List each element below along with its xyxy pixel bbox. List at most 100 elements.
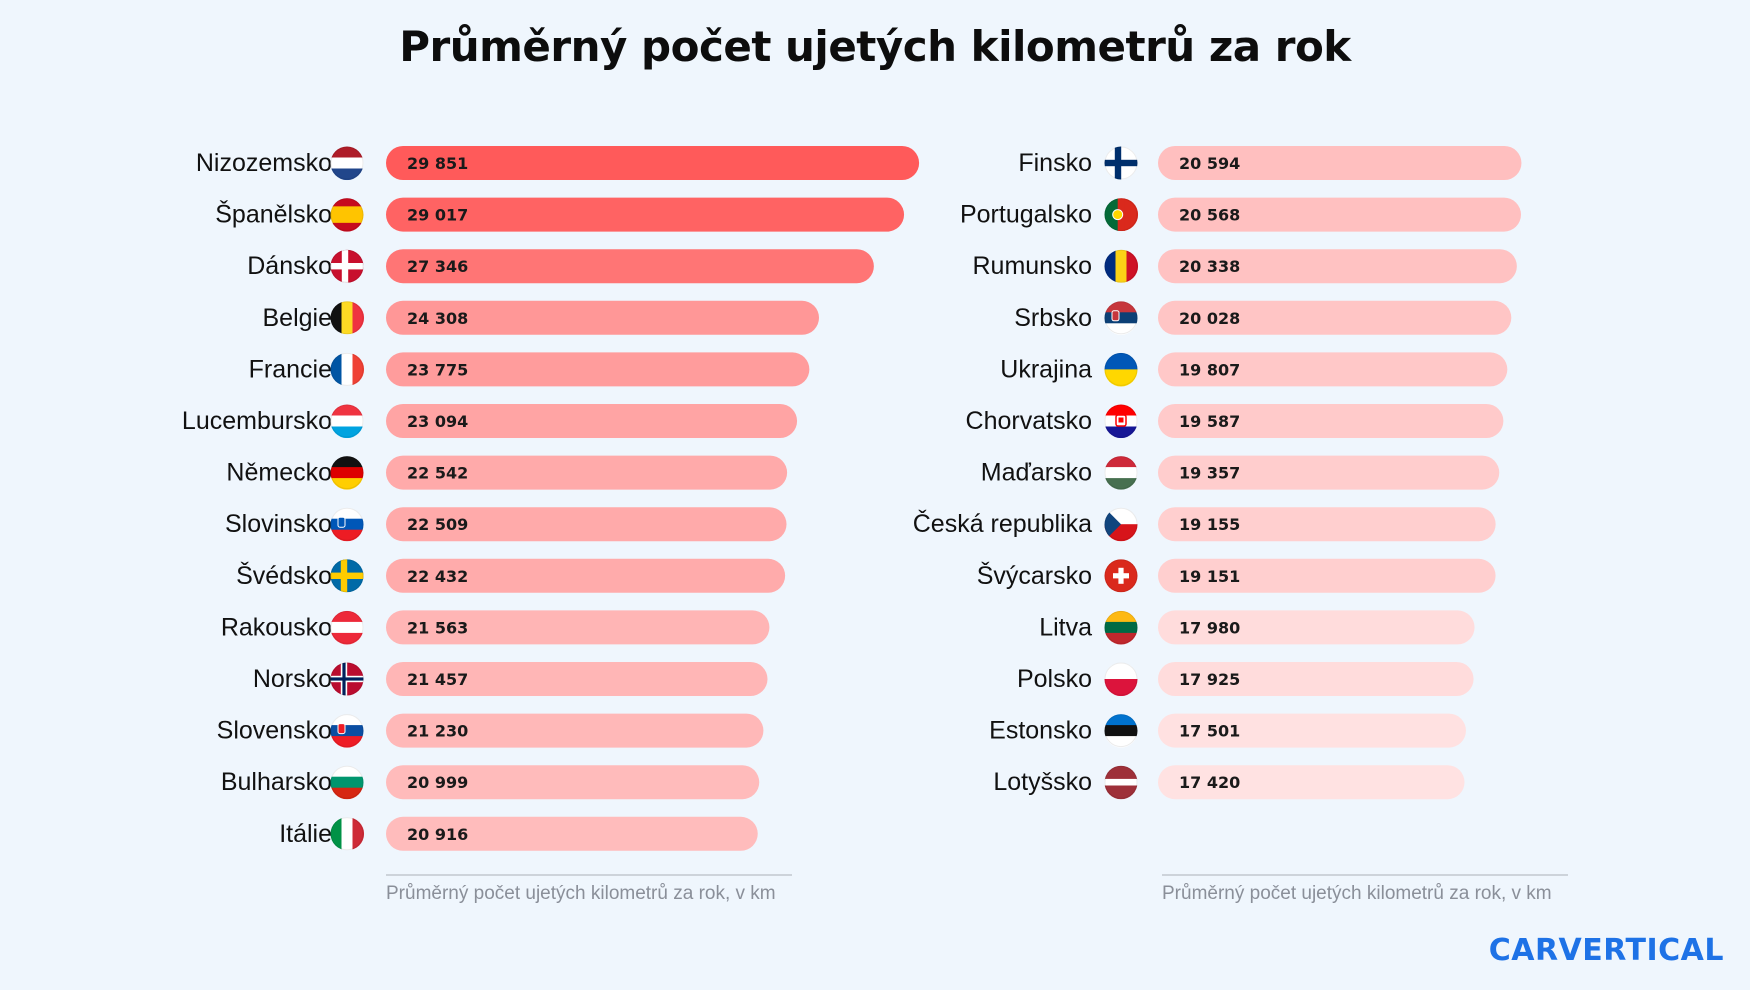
bar-row: Bulharsko 20 999 xyxy=(221,765,760,800)
value-label: 29 017 xyxy=(407,206,468,225)
flag-lithuania-icon xyxy=(1104,610,1138,645)
bar-row: Španělsko 29 017 xyxy=(215,197,905,232)
bar xyxy=(1158,352,1508,387)
value-label: 27 346 xyxy=(407,257,468,276)
flag-italy-icon xyxy=(330,817,365,851)
flag-luxembourg-icon xyxy=(330,404,364,439)
bar-row: Německo 22 542 xyxy=(226,455,788,490)
flag-slovakia-icon xyxy=(330,714,364,748)
bar-row: Švýcarsko 19 151 xyxy=(977,558,1496,593)
bar xyxy=(1158,610,1475,645)
bar xyxy=(386,558,786,593)
flag-netherlands-icon xyxy=(330,146,364,181)
country-label: Španělsko xyxy=(215,200,332,229)
flag-norway-icon xyxy=(330,662,364,696)
bar xyxy=(1158,404,1504,438)
value-label: 19 155 xyxy=(1179,515,1240,534)
bar-row: Maďarsko 19 357 xyxy=(981,455,1500,490)
bar xyxy=(1158,249,1517,284)
value-label: 21 457 xyxy=(407,670,468,689)
value-label: 23 094 xyxy=(407,412,468,431)
bar-row: Česká republika 19 155 xyxy=(913,507,1496,542)
flag-latvia-icon xyxy=(1104,765,1138,800)
value-label: 17 980 xyxy=(1179,618,1240,637)
bar xyxy=(386,146,920,180)
bar-row: Dánsko 27 346 xyxy=(247,249,874,284)
value-label: 23 775 xyxy=(407,360,468,379)
country-label: Estonsko xyxy=(989,717,1092,745)
bar-row: Lucembursko 23 094 xyxy=(182,404,798,439)
bar-row: Litva 17 980 xyxy=(1039,610,1475,645)
axis-caption: Průměrný počet ujetých kilometrů za rok,… xyxy=(1162,883,1552,904)
bar xyxy=(386,197,905,232)
flag-serbia-icon xyxy=(1104,301,1138,335)
bar-row: Itálie 20 916 xyxy=(279,816,758,851)
bar xyxy=(386,249,874,284)
flag-ukraine-icon xyxy=(1104,352,1138,387)
bar-row: Lotyšsko 17 420 xyxy=(993,765,1465,800)
country-label: Chorvatsko xyxy=(966,407,1092,435)
bar-row: Srbsko 20 028 xyxy=(1014,300,1512,335)
flag-finland-icon xyxy=(1104,146,1138,180)
bar-row: Polsko 17 925 xyxy=(1017,662,1474,697)
value-label: 19 587 xyxy=(1179,412,1240,431)
value-label: 21 563 xyxy=(407,618,468,637)
country-label: Švýcarsko xyxy=(977,561,1092,590)
bar xyxy=(1158,455,1500,490)
bar-row: Rakousko 21 563 xyxy=(221,610,770,645)
chart-title: Průměrný počet ujetých kilometrů za rok xyxy=(399,22,1351,71)
value-label: 22 542 xyxy=(407,464,468,483)
flag-france-icon xyxy=(330,352,365,386)
flag-portugal-icon xyxy=(1104,198,1139,232)
value-label: 22 509 xyxy=(407,515,468,534)
bar xyxy=(1158,300,1512,335)
bar-row: Belgie 24 308 xyxy=(263,300,820,335)
bar-row: Švédsko 22 432 xyxy=(236,558,786,593)
bar xyxy=(386,662,768,696)
value-label: 19 357 xyxy=(1179,464,1240,483)
country-label: Polsko xyxy=(1017,665,1092,693)
bar-row: Portugalsko 20 568 xyxy=(960,197,1521,232)
bar-row: Ukrajina 19 807 xyxy=(1000,352,1508,387)
flag-hungary-icon xyxy=(1104,456,1138,490)
flag-austria-icon xyxy=(330,610,364,645)
country-label: Lucembursko xyxy=(182,407,332,435)
country-label: Lotyšsko xyxy=(993,768,1092,796)
country-label: Ukrajina xyxy=(1000,355,1092,383)
value-label: 21 230 xyxy=(407,722,468,741)
bar xyxy=(1158,765,1465,800)
flag-romania-icon xyxy=(1104,249,1139,283)
chart-panel-right: Finsko 20 594 Portugalsko 20 568 Rumunsko 20 … xyxy=(913,146,1568,904)
value-label: 29 851 xyxy=(407,154,468,173)
country-label: Francie xyxy=(249,355,332,383)
axis-caption: Průměrný počet ujetých kilometrů za rok,… xyxy=(386,883,776,904)
bar xyxy=(386,713,764,748)
country-label: Bulharsko xyxy=(221,768,332,796)
bar xyxy=(386,610,770,645)
value-label: 17 925 xyxy=(1179,670,1240,689)
value-label: 20 338 xyxy=(1179,257,1240,276)
value-label: 19 151 xyxy=(1179,567,1240,586)
bar xyxy=(386,765,760,800)
country-label: Rakousko xyxy=(221,613,332,641)
value-label: 24 308 xyxy=(407,309,468,328)
bar-row: Slovinsko 22 509 xyxy=(225,507,787,542)
value-label: 20 594 xyxy=(1179,154,1240,173)
flag-poland-icon xyxy=(1104,662,1138,697)
bar xyxy=(1158,662,1474,696)
flag-germany-icon xyxy=(330,456,364,490)
bar xyxy=(1158,713,1466,748)
bar xyxy=(386,507,787,542)
bar xyxy=(1158,146,1522,180)
country-label: Česká republika xyxy=(913,509,1092,538)
country-label: Dánsko xyxy=(247,252,332,280)
bar xyxy=(1158,558,1496,593)
bar-row: Estonsko 17 501 xyxy=(989,713,1466,748)
country-label: Rumunsko xyxy=(973,252,1093,280)
country-label: Švédsko xyxy=(236,561,332,590)
country-label: Finsko xyxy=(1018,149,1092,177)
bar-row: Slovensko 21 230 xyxy=(217,713,764,748)
flag-slovenia-icon xyxy=(330,507,364,542)
country-label: Belgie xyxy=(263,304,333,332)
